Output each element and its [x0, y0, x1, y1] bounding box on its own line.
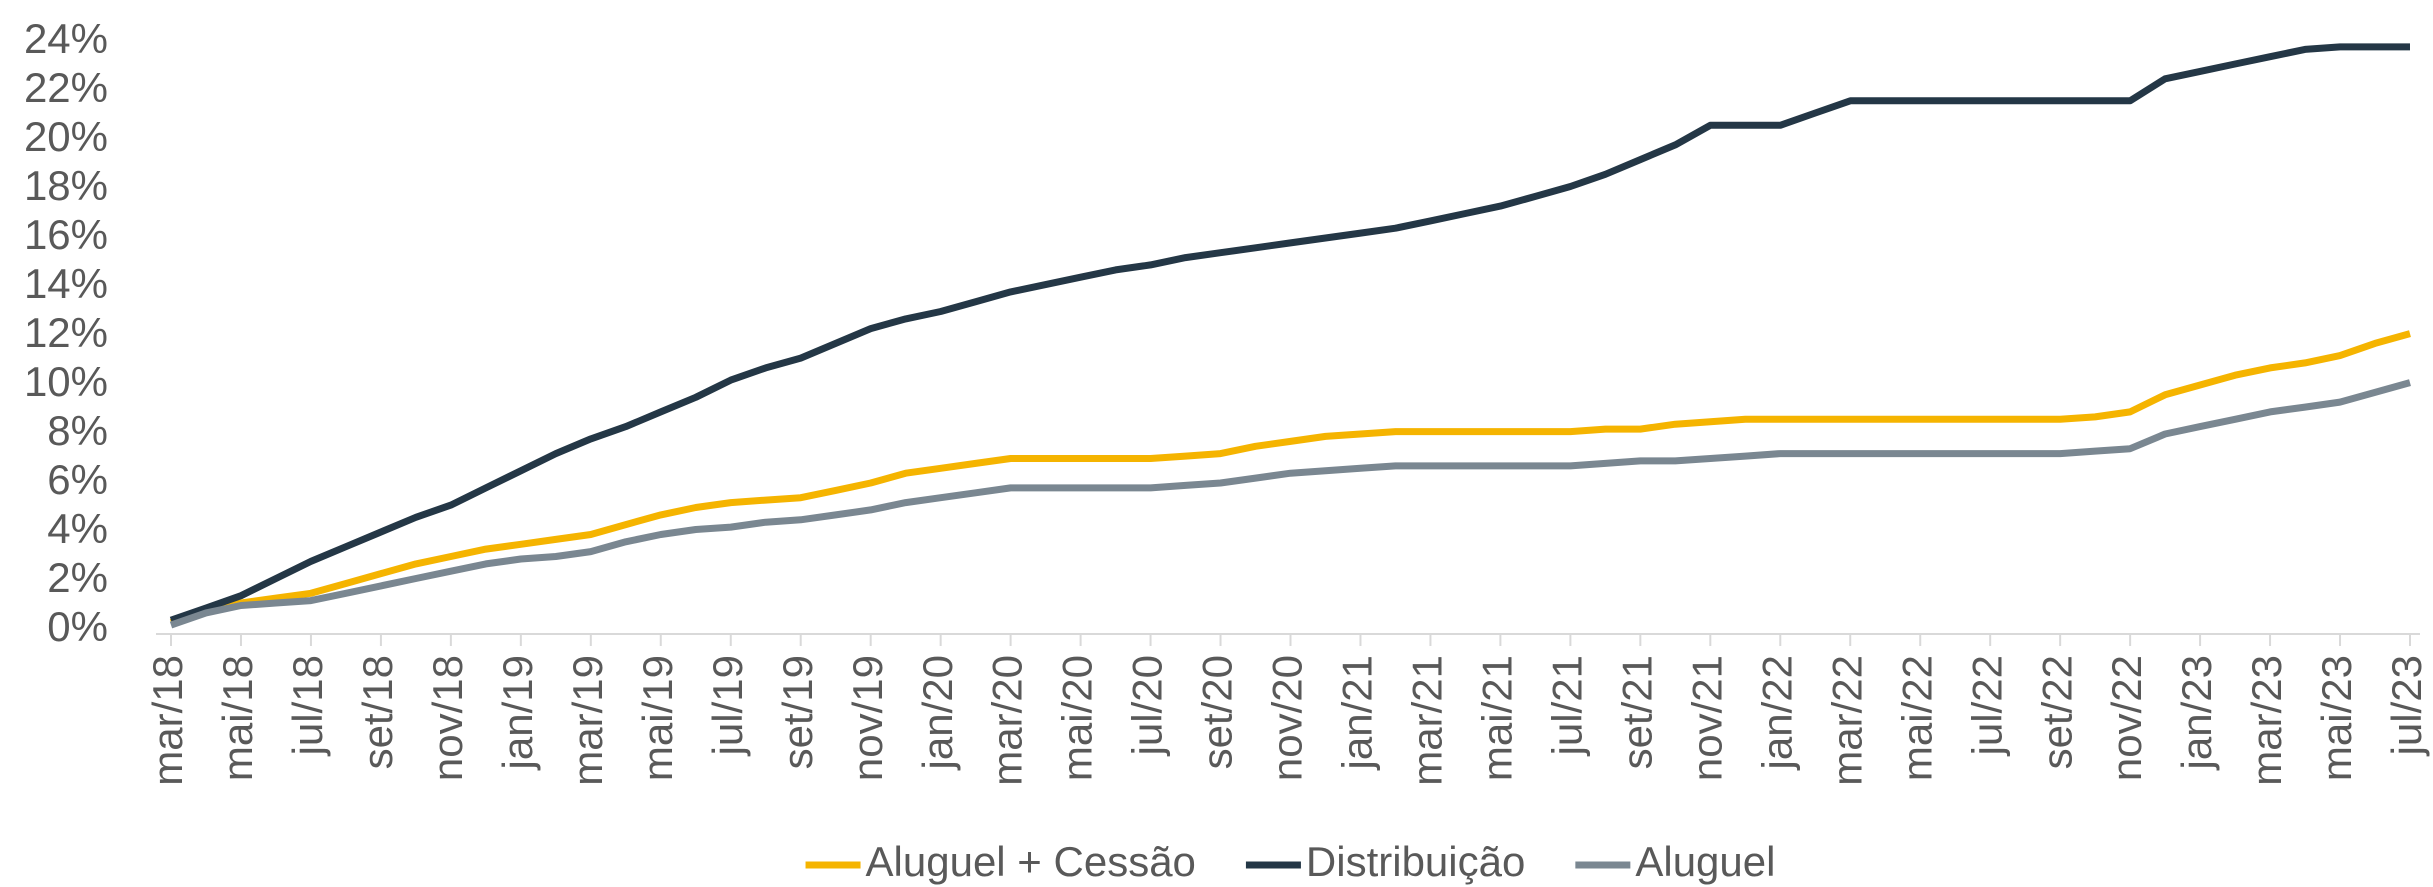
x-tick-label: mar/21 [1404, 655, 1451, 786]
legend-label: Distribuição [1306, 838, 1525, 885]
series-line [169, 43, 2410, 624]
x-tick-label: mar/23 [2243, 655, 2290, 786]
x-tick-label: jul/20 [1124, 655, 1171, 757]
y-tick-label: 10% [24, 358, 108, 405]
legend-label: Aluguel + Cessão [866, 838, 1196, 885]
x-tick-label: jan/20 [914, 655, 961, 771]
y-tick-label: 0% [47, 603, 108, 650]
y-tick-label: 12% [24, 309, 108, 356]
y-tick-label: 24% [24, 15, 108, 62]
x-tick-label: jul/19 [704, 655, 751, 757]
x-tick-label: jan/23 [2173, 655, 2220, 771]
x-tick-label: mai/23 [2313, 655, 2360, 781]
y-tick-label: 14% [24, 260, 108, 307]
x-tick-label: jan/19 [494, 655, 541, 771]
y-tick-label: 16% [24, 211, 108, 258]
x-tick-label: mai/19 [634, 655, 681, 781]
x-tick-label: mai/20 [1054, 655, 1101, 781]
y-tick-label: 6% [47, 456, 108, 503]
x-tick-label: mar/20 [984, 655, 1031, 786]
x-tick-label: nov/21 [1683, 655, 1730, 781]
series-line [169, 330, 2411, 626]
x-tick-label: jan/22 [1753, 655, 1800, 771]
x-tick-label: set/22 [2033, 655, 2080, 769]
x-tick-label: mar/22 [1823, 655, 1870, 786]
x-tick-label: nov/22 [2103, 655, 2150, 781]
x-tick-label: jul/22 [1963, 655, 2010, 757]
y-tick-label: 22% [24, 64, 108, 111]
x-tick-label: mai/18 [214, 655, 261, 781]
series-line [169, 379, 2411, 629]
x-tick-label: mar/19 [564, 655, 611, 786]
x-tick-label: set/20 [1194, 655, 1241, 769]
legend: Aluguel + Cessão Distribuição Aluguel [805, 838, 1775, 885]
legend-label: Aluguel [1635, 838, 1775, 885]
x-tick-label: jul/18 [284, 655, 331, 757]
y-tick-label: 18% [24, 162, 108, 209]
y-tick-label: 20% [24, 113, 108, 160]
y-tick-label: 4% [47, 505, 108, 552]
y-tick-label: 2% [47, 554, 108, 601]
x-tick-label: mai/21 [1474, 655, 1521, 781]
x-tick-label: nov/18 [424, 655, 471, 781]
x-tick-label: set/21 [1613, 655, 1660, 769]
x-tick-label: nov/19 [844, 655, 891, 781]
x-tick-label: mar/18 [144, 655, 191, 786]
x-tick-label: set/19 [774, 655, 821, 769]
x-tick-label: jul/21 [1543, 655, 1590, 757]
x-tick-label: mai/22 [1893, 655, 1940, 781]
x-tick-label: jan/21 [1334, 655, 1381, 771]
x-tick-label: set/18 [354, 655, 401, 769]
x-tick-label: jul/23 [2383, 655, 2430, 757]
x-tick-label: nov/20 [1264, 655, 1311, 781]
y-tick-label: 8% [47, 407, 108, 454]
